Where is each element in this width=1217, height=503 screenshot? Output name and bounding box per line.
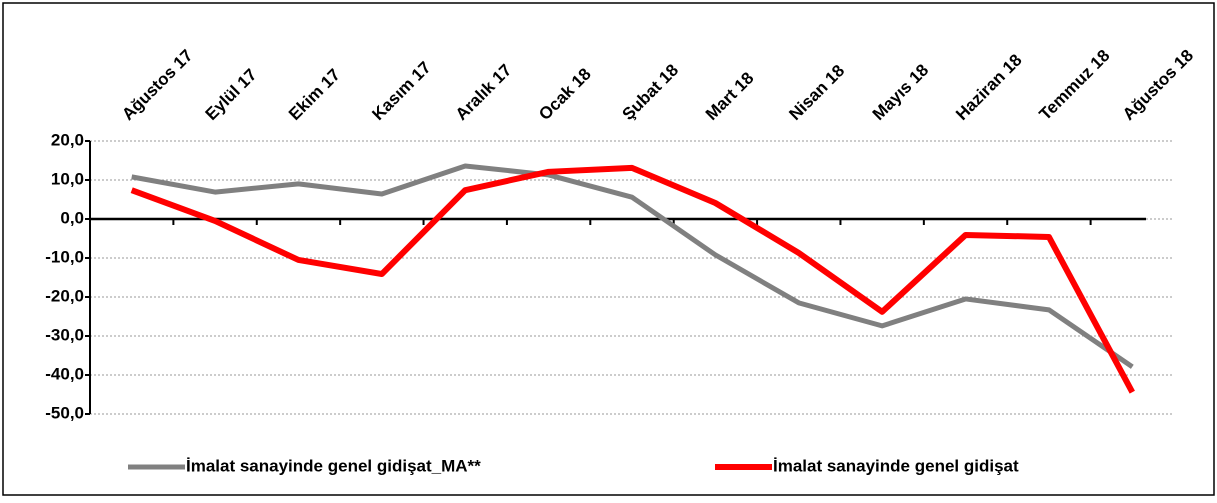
line-series [130, 164, 1135, 394]
y-tick-label: 10,0 [51, 169, 84, 188]
line-series [131, 163, 1134, 369]
y-tick-label: 20,0 [51, 130, 84, 149]
y-tick-label: 0,0 [60, 208, 84, 227]
y-tick-label: -20,0 [45, 286, 84, 305]
legend-label: İmalat sanayinde genel gidişat [773, 456, 1019, 475]
legend-label: İmalat sanayinde genel gidişat_MA** [186, 456, 481, 475]
chart-frame [2, 2, 1215, 496]
y-tick-label: -30,0 [45, 325, 84, 344]
y-tick-label: -10,0 [45, 247, 84, 266]
y-tick-label: -50,0 [45, 403, 84, 422]
y-tick-label: -40,0 [45, 364, 84, 383]
